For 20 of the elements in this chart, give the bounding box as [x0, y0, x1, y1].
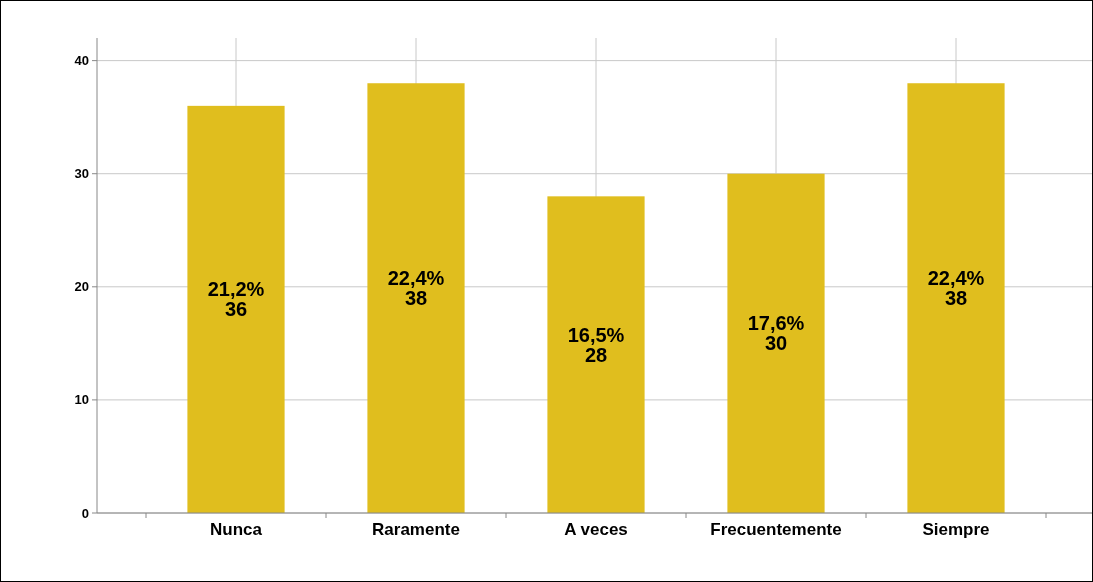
x-tick-label: Nunca	[210, 520, 263, 539]
data-label: 16,5% 28	[567, 323, 625, 366]
data-label: 22,4% 38	[387, 267, 445, 310]
bar	[727, 173, 825, 513]
y-tick-label: 10	[74, 392, 89, 408]
data-label: 17,6% 30	[747, 312, 805, 355]
x-tick-label: Raramente	[372, 520, 460, 539]
y-tick-label: 20	[74, 279, 89, 295]
bar	[367, 83, 465, 513]
x-tick-label: Siempre	[922, 520, 990, 539]
data-label: 22,4% 38	[927, 267, 985, 310]
x-tick-label: A veces	[564, 520, 628, 539]
x-tick-label: Frecuentemente	[710, 520, 842, 539]
y-tick-label: 0	[81, 505, 89, 521]
bar	[547, 196, 645, 513]
data-label: 21,2% 36	[207, 278, 265, 321]
y-tick-label: 30	[74, 166, 89, 182]
bar	[907, 83, 1005, 513]
bar	[187, 105, 285, 513]
y-tick-label: 40	[74, 53, 89, 69]
